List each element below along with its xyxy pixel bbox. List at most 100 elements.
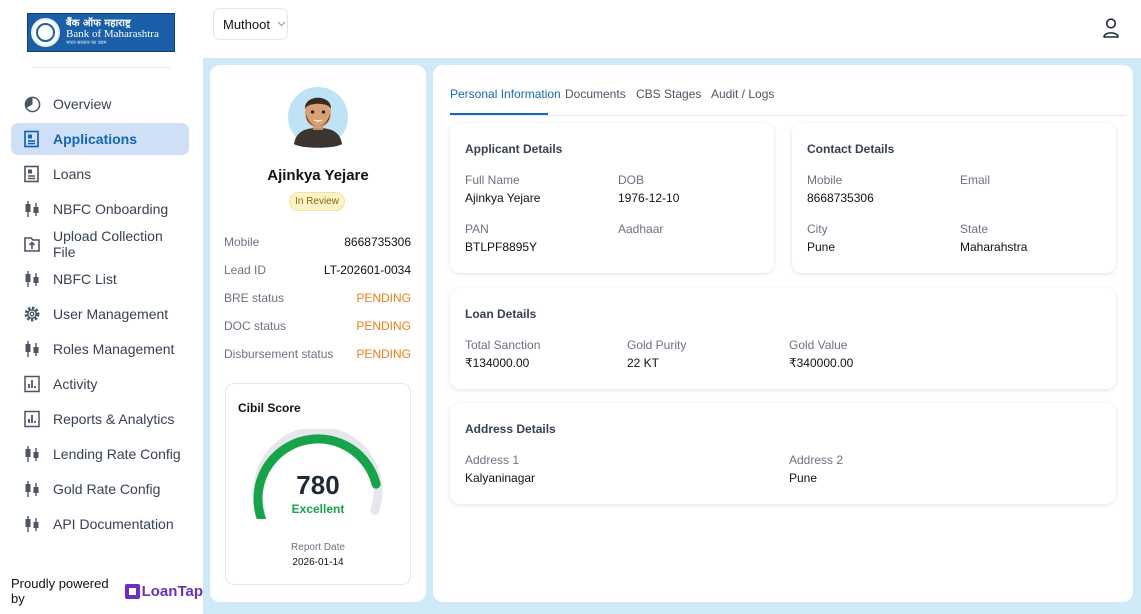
sidebar-item-label: Reports & Analytics [53,411,175,427]
applicant-name: Ajinkya Yejare [267,167,369,184]
city-value: Pune [807,240,836,254]
field-label: PAN [465,222,489,236]
report-date-label: Report Date [291,542,345,553]
field-label: State [960,222,989,236]
sidebar-item-nbfc-onboarding[interactable]: NBFC Onboarding [11,193,189,225]
profile-value: 8668735306 [344,235,411,249]
loantap-name: LoanTap [141,582,203,600]
bank-tagline: भारत सरकार का उद्यम [66,39,107,46]
powered-by: Proudly powered by LoanTap [11,576,203,606]
candlestick-icon [23,480,41,498]
address-2-value: Pune [789,471,818,485]
sidebar-item-label: NBFC List [53,271,117,287]
sidebar-nav: Overview Applications Loans NBFC Onboard… [11,88,189,543]
sidebar-item-user-management[interactable]: User Management [11,298,189,330]
bank-logo[interactable]: बैंक ऑफ महाराष्ट्र Bank of Maharashtra भ… [27,13,175,52]
profile-label: Disbursement status [224,347,334,361]
top-bar: Muthoot [203,0,1141,58]
sidebar-item-label: API Documentation [53,516,174,532]
full-name-value: Ajinkya Yejare [465,191,541,205]
profile-status-value: PENDING [356,347,411,361]
field-label: DOB [618,173,645,187]
sidebar-item-label: Roles Management [53,341,175,357]
bank-seal-icon [31,18,60,47]
tab-personal-information[interactable]: Personal Information [450,87,561,101]
user-profile-icon[interactable] [1101,17,1121,39]
dob-value: 1976-12-10 [618,191,680,205]
organization-select-value: Muthoot [223,16,270,32]
pan-value: BTLPF8895Y [465,240,538,254]
sidebar-item-nbfc-list[interactable]: NBFC List [11,263,189,295]
bank-name-english: Bank of Maharashtra [66,28,159,41]
profile-label: Mobile [224,235,260,249]
chevron-down-icon [277,19,286,30]
tab-cbs-stages[interactable]: CBS Stages [636,87,702,101]
panel-title: Loan Details [465,307,537,321]
upload-icon [23,235,41,253]
profile-row-lead-id: Lead ID LT-202601-0034 [224,263,411,277]
gold-value-value: ₹340000.00 [789,356,854,370]
sidebar-item-overview[interactable]: Overview [11,88,189,120]
sidebar-item-loans[interactable]: Loans [11,158,189,190]
tab-audit-logs[interactable]: Audit / Logs [711,87,775,101]
sidebar-item-label: Overview [53,96,112,112]
status-badge: In Review [289,192,345,211]
sidebar-item-activity[interactable]: Activity [11,368,189,400]
sidebar-item-label: Lending Rate Config [53,446,181,462]
field-label: Aadhaar [618,222,664,236]
state-value: Maharahstra [960,240,1028,254]
profile-label: Lead ID [224,263,267,277]
sidebar-item-applications[interactable]: Applications [11,123,189,155]
profile-row-mobile: Mobile 8668735306 [224,235,411,249]
document-icon [23,165,41,183]
sidebar-item-label: Gold Rate Config [53,481,161,497]
bar-chart-icon [23,375,41,393]
sidebar-item-label: NBFC Onboarding [53,201,169,217]
tab-documents[interactable]: Documents [565,87,626,101]
profile-row-doc-status: DOC status PENDING [224,319,411,333]
tab-bar: Personal Information Documents CBS Stage… [450,65,1126,116]
organization-select[interactable]: Muthoot [213,8,288,40]
sidebar: बैंक ऑफ महाराष्ट्र Bank of Maharashtra भ… [0,0,203,614]
field-label: Gold Purity [627,338,687,352]
candlestick-icon [23,515,41,533]
panel-title: Address Details [465,422,556,436]
field-label: Gold Value [789,338,848,352]
profile-label: DOC status [224,319,287,333]
profile-row-disbursement-status: Disbursement status PENDING [224,347,411,361]
profile-row-bre-status: BRE status PENDING [224,291,411,305]
loantap-logo[interactable]: LoanTap [124,582,203,600]
profile-status-value: PENDING [356,319,411,333]
application-details-card: Personal Information Documents CBS Stage… [433,65,1133,602]
profile-status-value: PENDING [356,291,411,305]
sidebar-item-gold-rate-config[interactable]: Gold Rate Config [11,473,189,505]
bank-name-hindi: बैंक ऑफ महाराष्ट्र [66,17,131,29]
loantap-mark-icon [124,583,140,599]
panel-title: Applicant Details [465,142,563,156]
powered-by-text: Proudly powered by [11,576,109,606]
field-label: Full Name [465,173,520,187]
address-details-panel: Address Details Address 1 Kalyaninagar A… [450,403,1116,504]
sidebar-item-reports-analytics[interactable]: Reports & Analytics [11,403,189,435]
applicant-profile-card: Ajinkya Yejare In Review Mobile 86687353… [210,65,426,602]
sidebar-item-api-documentation[interactable]: API Documentation [11,508,189,540]
applicant-details-panel: Applicant Details Full Name Ajinkya Yeja… [450,123,774,273]
gear-icon [23,305,41,323]
content-area: Ajinkya Yejare In Review Mobile 86687353… [203,58,1141,614]
sidebar-item-roles-management[interactable]: Roles Management [11,333,189,365]
gauge-fill [253,434,381,519]
sidebar-item-lending-rate-config[interactable]: Lending Rate Config [11,438,189,470]
sidebar-item-upload-collection-file[interactable]: Upload Collection File [11,228,189,260]
field-label: Address 2 [789,453,844,467]
cibil-score-value: 780 [296,470,340,500]
loan-details-panel: Loan Details Total Sanction ₹134000.00 G… [450,288,1116,389]
report-date-value: 2026-01-14 [292,557,344,568]
profile-label: BRE status [224,291,285,305]
field-label: Total Sanction [465,338,541,352]
gold-purity-value: 22 KT [627,356,660,370]
total-sanction-value: ₹134000.00 [465,356,530,370]
field-label: Email [960,173,991,187]
sidebar-item-label: Upload Collection File [53,228,163,260]
active-tab-indicator [450,113,548,115]
sidebar-item-label: Loans [53,166,92,182]
